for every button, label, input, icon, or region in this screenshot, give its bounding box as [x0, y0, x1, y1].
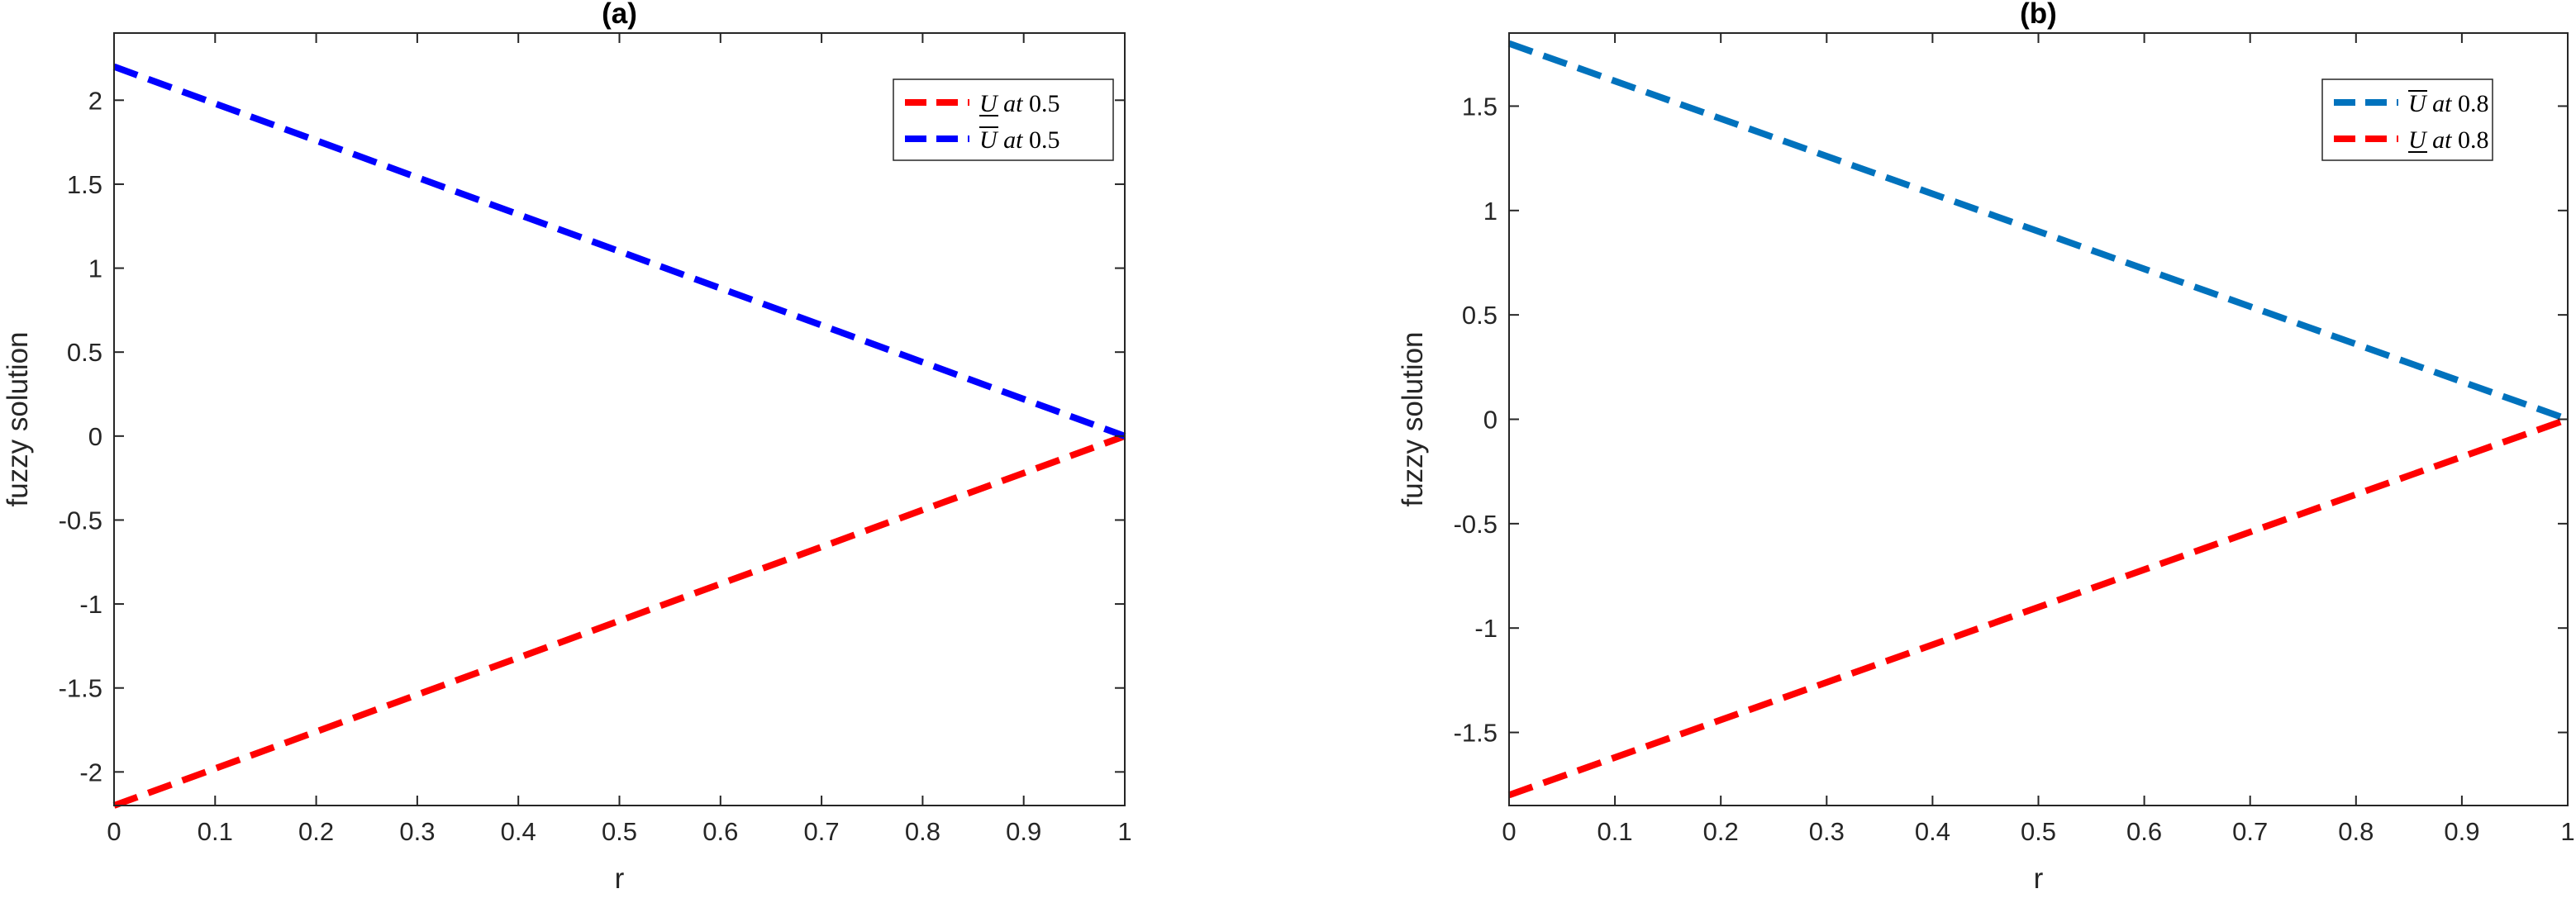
legend-entry-label: U at 0.8: [2408, 126, 2489, 154]
y-tick-label: 1.5: [1462, 92, 1498, 121]
x-axis-label: r: [2034, 863, 2044, 895]
legend: U at 0.8U at 0.8: [2321, 78, 2493, 161]
x-tick-label: 0.3: [399, 817, 435, 846]
legend-symbol: U: [979, 126, 999, 154]
legend-entry-label: U at 0.5: [979, 90, 1060, 117]
y-tick-label: -2: [79, 758, 102, 787]
series-line-a-1: [112, 63, 1126, 440]
y-tick-label: 0.5: [67, 338, 102, 367]
legend-box: [2321, 78, 2493, 161]
x-tick-label: 0.3: [1809, 817, 1845, 846]
x-tick-label: 0.6: [702, 817, 738, 846]
legend-value: 0.5: [1029, 126, 1060, 154]
x-tick-label: 0.5: [602, 817, 637, 846]
x-tick-label: 0.1: [1598, 817, 1633, 846]
legend-symbol: U: [2408, 90, 2428, 117]
y-tick-label: -1.5: [1454, 719, 1498, 748]
x-tick-label: 0.7: [2232, 817, 2268, 846]
x-tick-label: 0.8: [905, 817, 940, 846]
x-tick-label: 0.4: [501, 817, 536, 846]
y-axis-label: fuzzy solution: [2, 331, 34, 506]
y-tick-label: -1.5: [59, 674, 102, 703]
chart-panel-a: (a) 0 0.1 0.2 0.3 0.4 0.5 0.6 0.7 0.8 0.9 1 -2 -1.5 -1…: [2, 0, 1132, 895]
x-tick-label: 0.9: [1006, 817, 1041, 846]
x-tick-label: 0.2: [298, 817, 334, 846]
y-tick-label: -0.5: [1454, 510, 1498, 539]
chart-panel-b: (b) 0 0.1 0.2 0.3 0.4 0.5 0.6 0.7 0.8 0.9 1 -1.5 -1 -0…: [1397, 0, 2575, 895]
chart-title-a: (a): [602, 0, 637, 30]
legend: U at 0.5U at 0.5: [893, 78, 1114, 161]
y-tick-label: 0: [1483, 406, 1498, 435]
x-tick-label: 0.4: [1915, 817, 1950, 846]
y-tick-label: 1: [88, 254, 102, 283]
legend-box: [893, 78, 1114, 161]
y-tick-label: -1: [1474, 614, 1498, 643]
series-line-a-0: [112, 433, 1126, 809]
x-tick-label: 0: [1502, 817, 1516, 846]
y-tick-label: 0.5: [1462, 301, 1498, 330]
legend-at: at: [2432, 126, 2452, 154]
legend-at: at: [1003, 90, 1023, 117]
x-tick-label: 0.7: [804, 817, 840, 846]
chart-title-b: (b): [2020, 0, 2057, 30]
y-tick-label: 0: [88, 422, 102, 451]
legend-entry-label: U at 0.5: [979, 126, 1060, 154]
x-axis-label: r: [615, 863, 625, 895]
y-axis-label: fuzzy solution: [1397, 331, 1429, 506]
legend-symbol: U: [979, 90, 999, 117]
legend-value: 0.5: [1029, 90, 1060, 117]
x-tick-label: 1: [1117, 817, 1131, 846]
y-tick-label: -0.5: [59, 506, 102, 535]
x-tick-label: 0.8: [2338, 817, 2374, 846]
x-tick-label: 1: [2560, 817, 2574, 846]
x-tick-label: 0.5: [2021, 817, 2056, 846]
x-tick-label: 0: [107, 817, 121, 846]
x-tick-label: 0.2: [1703, 817, 1739, 846]
legend-value: 0.8: [2458, 126, 2489, 154]
y-tick-label: 1: [1483, 197, 1498, 226]
y-tick-label: -1: [79, 590, 102, 619]
series-line-b-0: [1507, 40, 2569, 423]
x-tick-label: 0.1: [198, 817, 233, 846]
x-tick-label: 0.9: [2444, 817, 2479, 846]
legend-symbol: U: [2408, 126, 2428, 154]
y-tick-label: 2: [88, 86, 102, 115]
legend-at: at: [1003, 126, 1023, 154]
legend-at: at: [2432, 90, 2452, 117]
series-line-b-1: [1507, 416, 2569, 799]
legend-value: 0.8: [2458, 90, 2489, 117]
legend-entry-label: U at 0.8: [2408, 90, 2489, 117]
y-tick-label: 1.5: [67, 170, 102, 199]
x-tick-label: 0.6: [2126, 817, 2162, 846]
